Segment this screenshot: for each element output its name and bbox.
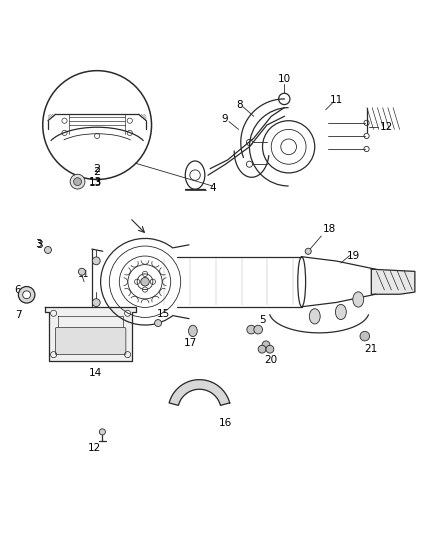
Circle shape <box>141 278 149 286</box>
Text: 4: 4 <box>209 183 216 193</box>
Ellipse shape <box>309 309 320 324</box>
Circle shape <box>360 332 370 341</box>
Circle shape <box>74 177 81 185</box>
Text: 10: 10 <box>278 75 291 84</box>
Ellipse shape <box>353 292 364 307</box>
Text: 11: 11 <box>78 270 89 279</box>
Text: 14: 14 <box>88 368 102 378</box>
Text: 18: 18 <box>322 224 336 233</box>
Text: 7: 7 <box>14 310 21 320</box>
Text: 9: 9 <box>222 115 228 124</box>
Text: 15: 15 <box>157 309 170 319</box>
Circle shape <box>45 246 51 254</box>
Text: 5: 5 <box>259 315 266 325</box>
Text: 13: 13 <box>89 177 102 187</box>
Text: 20: 20 <box>264 355 277 365</box>
Ellipse shape <box>188 325 197 336</box>
Text: 11: 11 <box>330 95 343 105</box>
Circle shape <box>23 291 31 298</box>
Circle shape <box>78 268 85 275</box>
Circle shape <box>254 325 262 334</box>
FancyBboxPatch shape <box>55 328 126 354</box>
Text: 3: 3 <box>35 239 42 249</box>
Circle shape <box>155 320 162 327</box>
Text: 21: 21 <box>365 344 378 354</box>
Text: 17: 17 <box>184 338 198 348</box>
Text: 16: 16 <box>219 418 232 428</box>
Circle shape <box>247 325 255 334</box>
Text: 12: 12 <box>88 443 101 454</box>
Circle shape <box>266 345 274 353</box>
Text: 12: 12 <box>380 122 393 132</box>
Circle shape <box>70 174 85 189</box>
Text: 8: 8 <box>237 100 243 110</box>
Circle shape <box>258 345 266 353</box>
Circle shape <box>92 257 100 265</box>
Circle shape <box>262 341 270 349</box>
Circle shape <box>99 429 106 435</box>
Polygon shape <box>371 269 415 294</box>
Text: 3: 3 <box>36 240 43 250</box>
Polygon shape <box>169 379 230 406</box>
Circle shape <box>18 287 35 303</box>
Ellipse shape <box>336 304 346 320</box>
Polygon shape <box>45 307 136 361</box>
Text: 13: 13 <box>88 178 102 188</box>
Circle shape <box>305 248 311 254</box>
Circle shape <box>92 298 100 306</box>
Text: 2: 2 <box>94 164 101 174</box>
Text: 2: 2 <box>94 167 101 177</box>
Text: 19: 19 <box>347 251 360 261</box>
Text: 6: 6 <box>14 286 21 295</box>
